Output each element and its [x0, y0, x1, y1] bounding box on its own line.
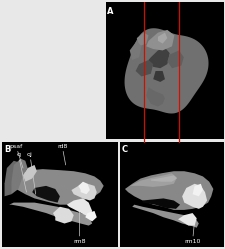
- Polygon shape: [192, 184, 202, 196]
- Polygon shape: [4, 161, 23, 196]
- Polygon shape: [85, 211, 96, 221]
- Text: C: C: [175, 0, 181, 1]
- Polygon shape: [148, 48, 169, 68]
- Polygon shape: [146, 87, 164, 107]
- Polygon shape: [23, 165, 37, 182]
- Polygon shape: [177, 213, 196, 226]
- Polygon shape: [132, 205, 198, 228]
- Polygon shape: [11, 159, 27, 194]
- Text: B: B: [4, 145, 10, 154]
- Text: C: C: [121, 145, 127, 154]
- Polygon shape: [166, 50, 183, 68]
- Text: psaf: psaf: [9, 144, 23, 168]
- Polygon shape: [153, 71, 164, 82]
- Text: B: B: [140, 0, 146, 1]
- Polygon shape: [146, 30, 174, 50]
- Text: rm8: rm8: [73, 207, 85, 244]
- Text: rm10: rm10: [184, 220, 200, 244]
- Polygon shape: [9, 203, 92, 226]
- Polygon shape: [157, 33, 166, 44]
- Polygon shape: [124, 171, 212, 210]
- Polygon shape: [71, 184, 96, 200]
- Polygon shape: [53, 207, 73, 224]
- Text: rd8: rd8: [57, 144, 67, 165]
- Text: A: A: [107, 7, 113, 16]
- Polygon shape: [181, 184, 206, 209]
- Text: q: q: [16, 152, 26, 192]
- Text: qj: qj: [27, 152, 36, 194]
- Polygon shape: [78, 182, 90, 194]
- Polygon shape: [129, 41, 141, 60]
- Polygon shape: [130, 173, 176, 187]
- Polygon shape: [142, 198, 179, 209]
- Polygon shape: [4, 169, 103, 205]
- Polygon shape: [136, 33, 148, 46]
- Polygon shape: [135, 60, 153, 76]
- Polygon shape: [150, 175, 176, 182]
- Polygon shape: [67, 198, 92, 217]
- Polygon shape: [124, 28, 208, 114]
- Polygon shape: [32, 186, 60, 203]
